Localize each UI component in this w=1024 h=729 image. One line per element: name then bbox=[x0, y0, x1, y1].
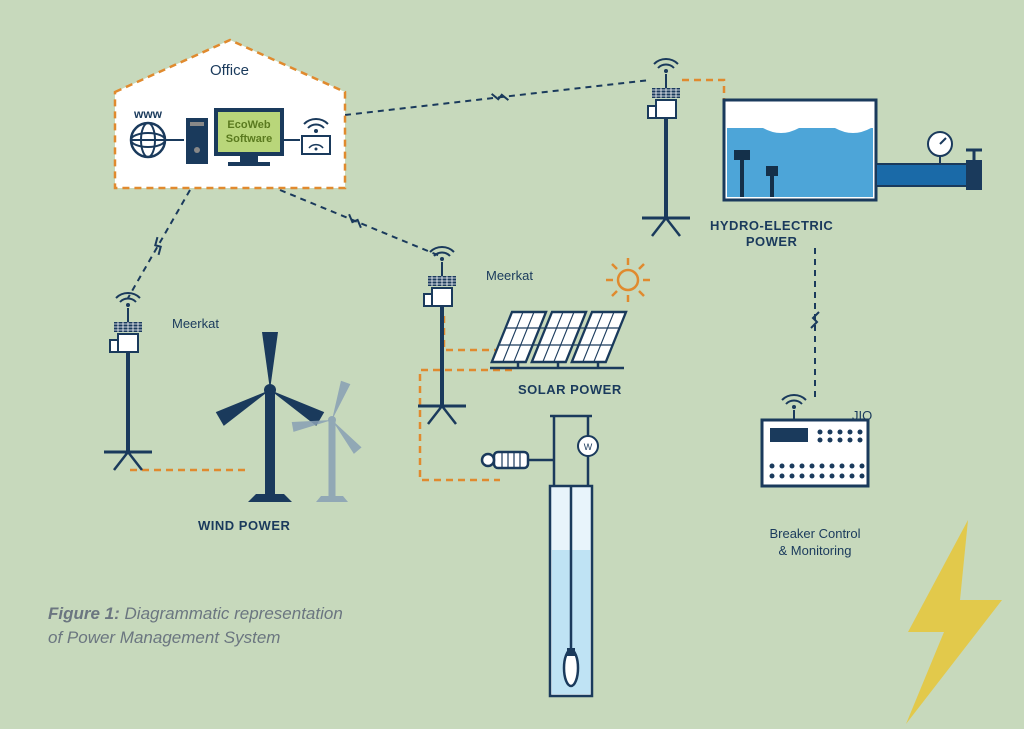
svg-text:www: www bbox=[133, 107, 163, 121]
lightning-bolt-icon bbox=[906, 520, 1002, 724]
solar-node: W bbox=[418, 247, 650, 696]
sun-icon bbox=[606, 258, 650, 302]
jio-title: Breaker Control& Monitoring bbox=[760, 526, 870, 560]
jio-label: JIO bbox=[852, 408, 872, 423]
wind-tower-label: Meerkat bbox=[172, 316, 219, 331]
solar-tower-label: Meerkat bbox=[486, 268, 533, 283]
svg-text:EcoWeb: EcoWeb bbox=[227, 119, 270, 131]
solar-title: SOLAR POWER bbox=[518, 382, 622, 397]
hydro-node bbox=[642, 59, 982, 236]
office-label: Office bbox=[210, 62, 249, 79]
figure-caption: Figure 1: Diagrammatic representationof … bbox=[48, 602, 343, 650]
hydro-title: HYDRO-ELECTRICPOWER bbox=[710, 218, 833, 251]
svg-text:W: W bbox=[584, 442, 593, 452]
svg-text:Software: Software bbox=[226, 133, 272, 145]
wind-title: WIND POWER bbox=[198, 518, 290, 533]
